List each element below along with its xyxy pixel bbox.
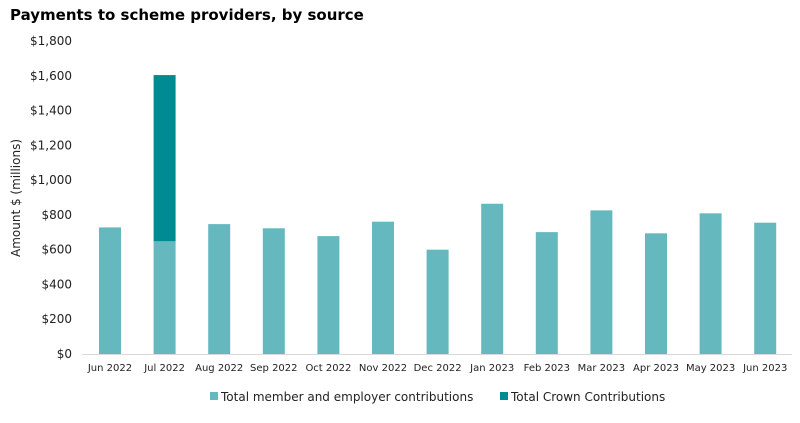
bar-member-employer bbox=[317, 236, 340, 354]
legend-swatch bbox=[210, 392, 218, 400]
y-tick-label: $600 bbox=[41, 243, 72, 257]
bar-member-employer bbox=[699, 213, 722, 354]
x-tick-label: Jul 2022 bbox=[143, 363, 185, 374]
x-tick-label: Sep 2022 bbox=[250, 363, 297, 374]
chart-title: Payments to scheme providers, by source bbox=[10, 6, 364, 24]
x-tick-label: Oct 2022 bbox=[305, 363, 351, 374]
bar-member-employer bbox=[590, 210, 613, 354]
bar-member-employer bbox=[645, 233, 667, 354]
bar-member-employer bbox=[535, 232, 558, 354]
bar-member-employer bbox=[262, 228, 285, 354]
y-tick-label: $1,400 bbox=[30, 104, 72, 118]
x-tick-label: Nov 2022 bbox=[359, 363, 407, 374]
bar-member-employer bbox=[754, 222, 777, 354]
y-tick-label: $1,200 bbox=[30, 138, 72, 152]
x-tick-label: Apr 2023 bbox=[633, 363, 679, 374]
legend-swatch bbox=[500, 392, 508, 400]
x-tick-label: Jun 2022 bbox=[87, 363, 132, 374]
x-tick-label: Jun 2023 bbox=[742, 363, 787, 374]
bar-member-employer bbox=[426, 249, 449, 354]
x-tick-label: Jan 2023 bbox=[469, 363, 514, 374]
y-tick-label: $0 bbox=[57, 347, 72, 361]
y-tick-label: $200 bbox=[41, 312, 72, 326]
y-tick-label: $800 bbox=[41, 208, 72, 222]
y-tick-label: $1,600 bbox=[30, 69, 72, 83]
legend-label: Total Crown Contributions bbox=[510, 390, 665, 404]
y-tick-label: $1,000 bbox=[30, 173, 72, 187]
x-tick-label: Aug 2022 bbox=[195, 363, 243, 374]
y-axis-label: Amount $ (millions) bbox=[9, 139, 23, 257]
bar-member-employer bbox=[372, 221, 394, 354]
bar-member-employer bbox=[153, 241, 176, 354]
x-tick-label: Mar 2023 bbox=[578, 363, 626, 374]
x-tick-label: May 2023 bbox=[686, 363, 735, 374]
y-tick-label: $1,800 bbox=[30, 34, 72, 48]
bar-member-employer bbox=[481, 203, 504, 354]
bar-member-employer bbox=[99, 227, 121, 354]
bar-member-employer bbox=[208, 224, 231, 354]
y-tick-label: $400 bbox=[41, 277, 72, 291]
legend-label: Total member and employer contributions bbox=[220, 390, 473, 404]
x-tick-label: Dec 2022 bbox=[414, 363, 462, 374]
bar-crown bbox=[153, 75, 176, 242]
x-tick-label: Feb 2023 bbox=[524, 363, 570, 374]
